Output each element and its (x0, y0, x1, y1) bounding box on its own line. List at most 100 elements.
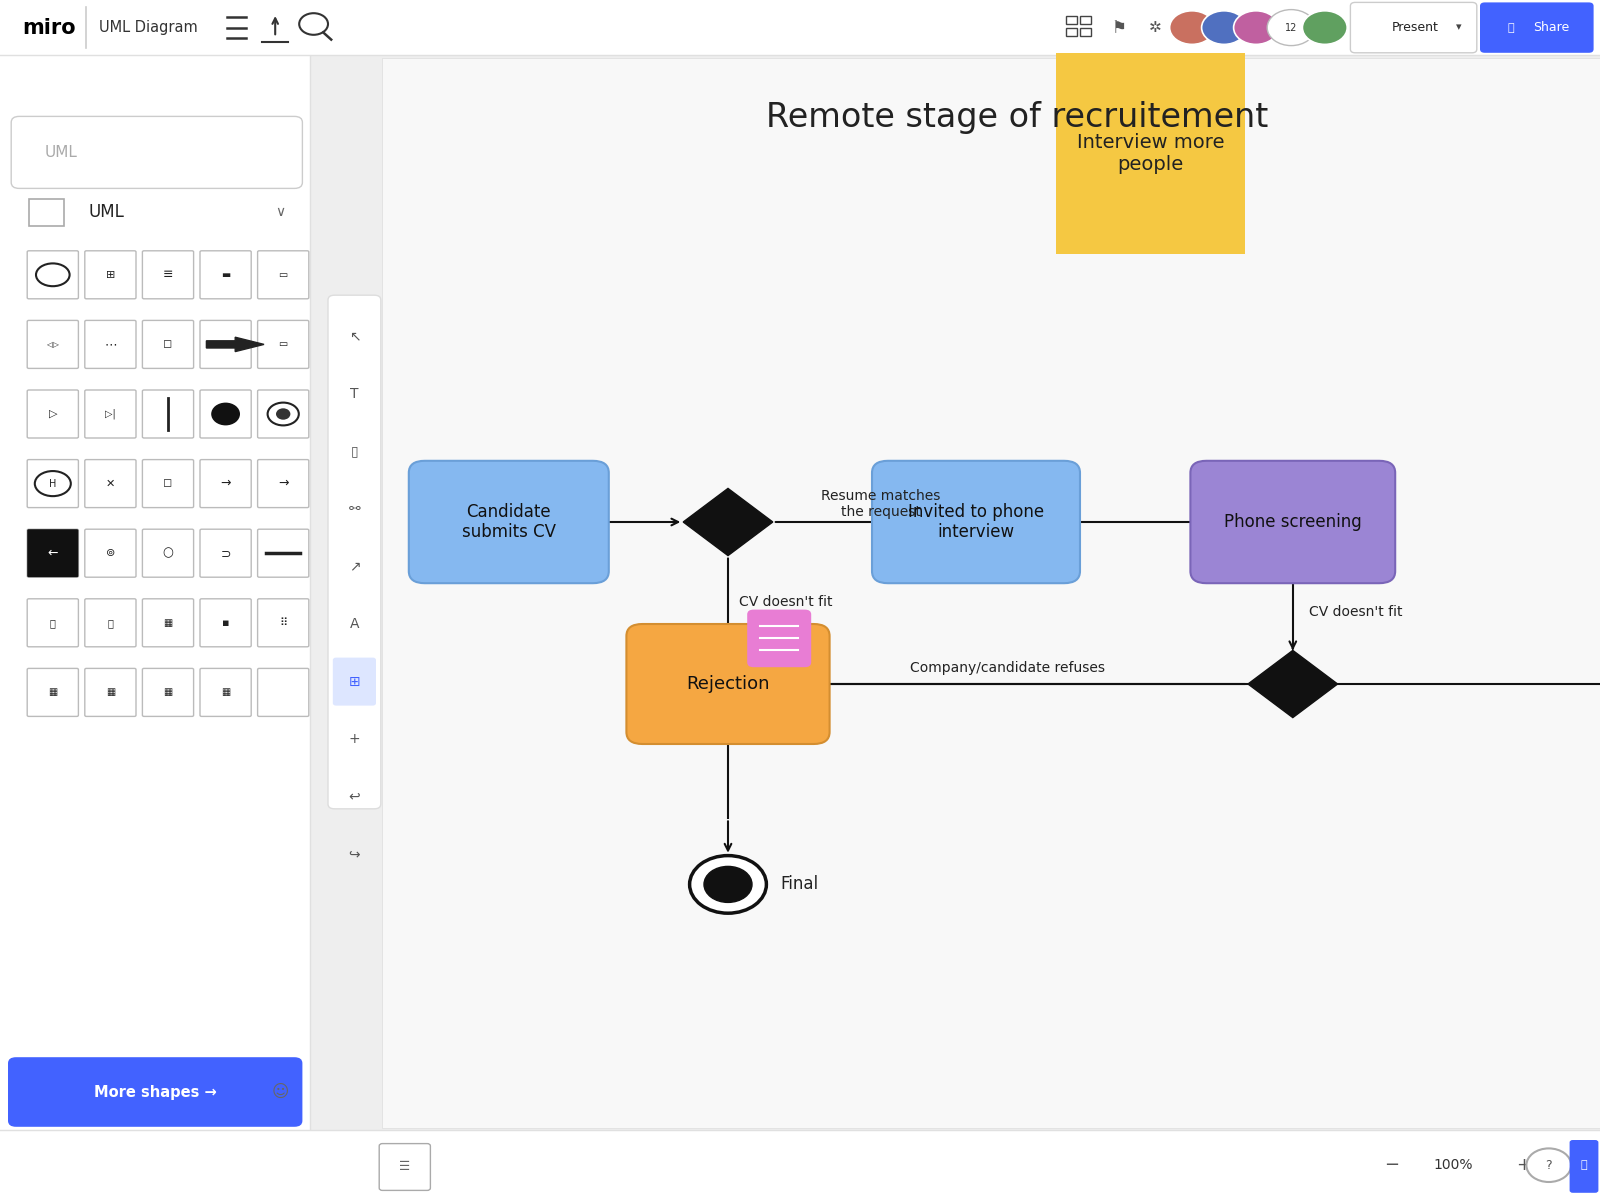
Text: ◻: ◻ (163, 340, 173, 349)
FancyBboxPatch shape (200, 599, 251, 647)
FancyBboxPatch shape (382, 58, 1600, 1128)
Text: ▾: ▾ (1456, 23, 1462, 32)
Text: ⋯: ⋯ (104, 338, 117, 350)
Circle shape (704, 866, 752, 902)
Text: ⠿: ⠿ (278, 618, 288, 628)
Text: →: → (221, 478, 230, 490)
Text: Rejection: Rejection (686, 674, 770, 692)
FancyBboxPatch shape (85, 251, 136, 299)
FancyBboxPatch shape (200, 668, 251, 716)
Text: ≡: ≡ (163, 269, 173, 281)
FancyBboxPatch shape (258, 390, 309, 438)
FancyBboxPatch shape (410, 461, 608, 583)
Circle shape (690, 856, 766, 913)
Text: ▦: ▦ (221, 688, 230, 697)
FancyBboxPatch shape (1056, 53, 1245, 254)
Text: ▯: ▯ (350, 444, 358, 458)
FancyBboxPatch shape (1480, 2, 1594, 53)
FancyBboxPatch shape (200, 529, 251, 577)
FancyBboxPatch shape (200, 390, 251, 438)
Text: H: H (50, 479, 56, 488)
Text: 📂: 📂 (107, 618, 114, 628)
FancyBboxPatch shape (85, 529, 136, 577)
Text: ◻: ◻ (163, 479, 173, 488)
Text: UML Diagram: UML Diagram (99, 20, 198, 35)
Text: ☰: ☰ (398, 1160, 411, 1172)
Text: ←: ← (48, 547, 58, 559)
FancyBboxPatch shape (1190, 461, 1395, 583)
Text: +: + (1515, 1157, 1531, 1174)
Text: +: + (349, 732, 360, 746)
Text: ◁▷: ◁▷ (46, 340, 59, 349)
Text: ∨: ∨ (275, 205, 285, 220)
Text: CV doesn't fit: CV doesn't fit (1309, 605, 1402, 619)
FancyBboxPatch shape (85, 320, 136, 368)
Text: A: A (350, 617, 358, 631)
Text: ▦: ▦ (106, 688, 115, 697)
Text: Phone screening: Phone screening (1224, 514, 1362, 530)
Text: CV doesn't fit: CV doesn't fit (739, 595, 832, 610)
Text: ▪: ▪ (222, 618, 229, 628)
FancyBboxPatch shape (142, 251, 194, 299)
Text: ↖: ↖ (349, 329, 360, 343)
FancyBboxPatch shape (333, 658, 376, 706)
Text: ⊚: ⊚ (106, 548, 115, 558)
FancyBboxPatch shape (200, 251, 251, 299)
FancyBboxPatch shape (11, 116, 302, 188)
FancyBboxPatch shape (328, 295, 381, 809)
Text: ✕: ✕ (106, 479, 115, 488)
Text: Present: Present (1392, 22, 1438, 34)
FancyBboxPatch shape (258, 599, 309, 647)
FancyBboxPatch shape (142, 599, 194, 647)
FancyArrow shape (206, 337, 264, 352)
FancyBboxPatch shape (374, 55, 1600, 1130)
FancyBboxPatch shape (27, 668, 78, 716)
Text: ⊞: ⊞ (349, 674, 360, 689)
FancyBboxPatch shape (27, 529, 78, 577)
Text: ⬇: ⬇ (237, 121, 250, 136)
FancyBboxPatch shape (200, 460, 251, 508)
Ellipse shape (277, 408, 291, 420)
Text: Final: Final (781, 876, 819, 893)
Text: More shapes →: More shapes → (94, 1085, 216, 1099)
FancyBboxPatch shape (85, 668, 136, 716)
Text: ⊞: ⊞ (106, 270, 115, 280)
Text: ▭: ▭ (278, 340, 288, 349)
Text: ▦: ▦ (48, 688, 58, 697)
Text: ☺: ☺ (272, 1082, 288, 1102)
FancyBboxPatch shape (379, 1144, 430, 1190)
Text: ↗: ↗ (349, 559, 360, 574)
FancyBboxPatch shape (258, 668, 309, 716)
FancyBboxPatch shape (0, 55, 310, 1130)
FancyBboxPatch shape (0, 0, 1600, 55)
FancyBboxPatch shape (258, 320, 309, 368)
Text: ⚑: ⚑ (1110, 19, 1126, 37)
FancyBboxPatch shape (142, 668, 194, 716)
Text: ✕: ✕ (277, 120, 290, 138)
Text: ⚯: ⚯ (349, 502, 360, 516)
Circle shape (1267, 10, 1315, 46)
Text: ↩: ↩ (349, 790, 360, 804)
FancyBboxPatch shape (142, 529, 194, 577)
FancyBboxPatch shape (29, 199, 64, 226)
FancyBboxPatch shape (1350, 2, 1477, 53)
Text: ⊃: ⊃ (221, 547, 230, 559)
Text: 👤: 👤 (1507, 23, 1514, 32)
FancyBboxPatch shape (872, 461, 1080, 583)
Circle shape (1526, 1148, 1571, 1182)
Text: ▷: ▷ (48, 409, 58, 419)
FancyBboxPatch shape (27, 251, 78, 299)
FancyBboxPatch shape (1570, 1140, 1598, 1193)
Text: 📁: 📁 (50, 618, 56, 628)
FancyBboxPatch shape (747, 610, 811, 667)
Circle shape (1170, 11, 1214, 44)
Text: ↪: ↪ (349, 847, 360, 862)
Text: Invited to phone
interview: Invited to phone interview (907, 503, 1045, 541)
FancyBboxPatch shape (85, 599, 136, 647)
Text: UML: UML (88, 203, 123, 221)
FancyBboxPatch shape (142, 320, 194, 368)
Polygon shape (683, 488, 773, 556)
Text: ▦: ▦ (163, 688, 173, 697)
Text: ▬: ▬ (221, 270, 230, 280)
Text: Candidate
submits CV: Candidate submits CV (462, 503, 555, 541)
